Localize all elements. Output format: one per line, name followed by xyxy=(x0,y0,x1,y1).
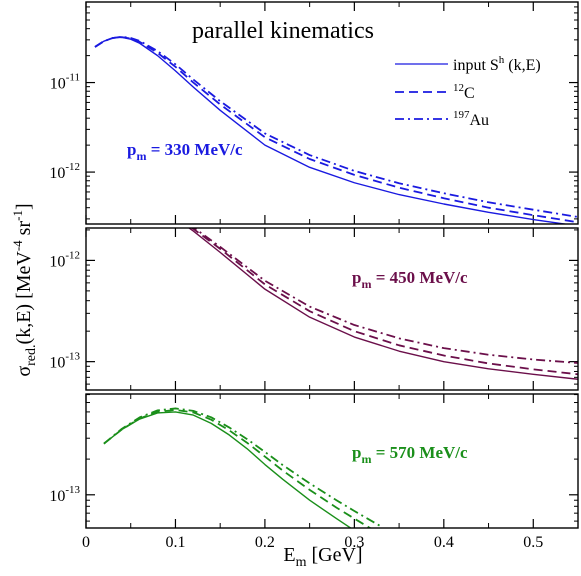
legend-label-gold: 197Au xyxy=(453,109,489,129)
y-tick-label: 10-13 xyxy=(49,484,80,505)
x-tick-label: 0.2 xyxy=(255,534,275,551)
y-tick-label: 10-12 xyxy=(49,161,80,182)
panel-3: 10-13 xyxy=(49,393,579,529)
series-dashdot-panel-1 xyxy=(94,35,578,218)
annotation-pm-570: pm = 570 MeV/c xyxy=(352,443,468,466)
legend-label-carbon: 12C xyxy=(453,82,475,102)
legend-label-input: input Sh (k,E) xyxy=(453,54,541,74)
series-dashed-panel-2 xyxy=(190,228,578,376)
panel-1: 10-11 10-12 xyxy=(49,1,579,225)
x-tick-label: 0.3 xyxy=(344,534,364,551)
x-axis: 0 0.1 0.2 0.3 0.4 0.5 xyxy=(82,534,543,551)
series-dashed-panel-1 xyxy=(94,36,578,224)
chart-title: parallel kinematics xyxy=(192,18,374,44)
x-axis-label: Em [GeV] xyxy=(283,544,362,570)
panel-frame xyxy=(85,393,579,529)
panels: 10-11 10-12 10-12 10-13 10-13 xyxy=(49,1,579,529)
x-tick-label: 0 xyxy=(82,534,90,551)
annotation-pm-330: pm = 330 MeV/c xyxy=(127,140,243,163)
y-tick-label: 10-11 xyxy=(50,72,80,93)
annotation-pm-450: pm = 450 MeV/c xyxy=(352,268,468,291)
y-tick-label: 10-12 xyxy=(49,249,80,270)
panel-frame xyxy=(85,1,579,225)
series-dashdot-panel-2 xyxy=(192,228,578,364)
series-solid-panel-3 xyxy=(103,411,352,528)
panel-frame xyxy=(85,227,579,391)
legend: input Sh (k,E) 12C 197Au xyxy=(395,54,541,129)
series-dashdot-panel-3 xyxy=(103,407,382,528)
x-tick-label: 0.1 xyxy=(165,534,185,551)
y-tick-label: 10-13 xyxy=(49,351,80,372)
y-axis-label: σred.(k,E) [MeV-4 sr-1] xyxy=(10,203,39,376)
x-tick-label: 0.5 xyxy=(523,534,543,551)
series-dashed-panel-3 xyxy=(103,408,372,528)
x-tick-label: 0.4 xyxy=(434,534,454,551)
series-solid-panel-2 xyxy=(187,228,578,380)
panel-2: 10-12 10-13 xyxy=(49,227,579,391)
